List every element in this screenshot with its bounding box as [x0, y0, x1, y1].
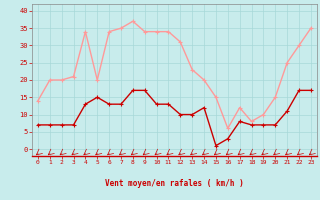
X-axis label: Vent moyen/en rafales ( km/h ): Vent moyen/en rafales ( km/h ): [105, 179, 244, 188]
